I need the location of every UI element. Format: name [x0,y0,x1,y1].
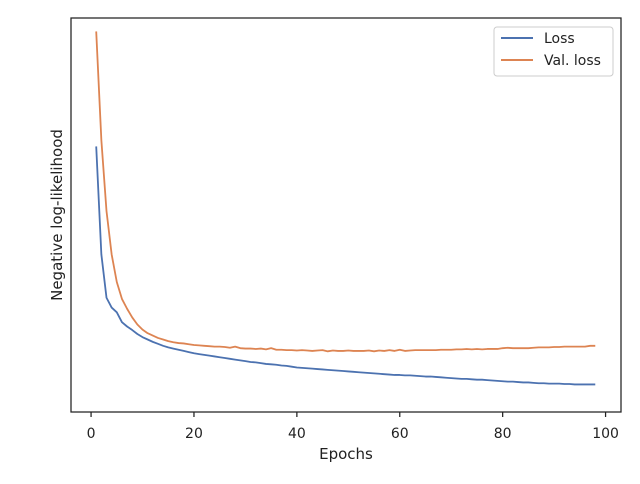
y-axis-label: Negative log-likelihood [48,129,66,301]
x-tick-label: 40 [288,426,306,442]
x-tick-label: 80 [494,426,512,442]
series-lines [95,31,596,386]
series-line-val-loss [95,31,596,353]
x-axis-ticks: 0 20 40 60 80 100 [87,412,619,442]
legend-label-loss: Loss [544,31,575,47]
plot-frame [70,17,622,413]
x-tick-label: 0 [87,426,96,442]
x-tick-label: 60 [391,426,409,442]
x-tick-label: 100 [592,426,619,442]
series-line-loss [95,146,596,386]
legend-box [493,26,614,77]
legend-label-val-loss: Val. loss [544,53,601,69]
legend: Loss Val. loss [493,26,614,77]
x-axis-label: Epochs [319,445,373,463]
x-tick-label: 20 [185,426,203,442]
